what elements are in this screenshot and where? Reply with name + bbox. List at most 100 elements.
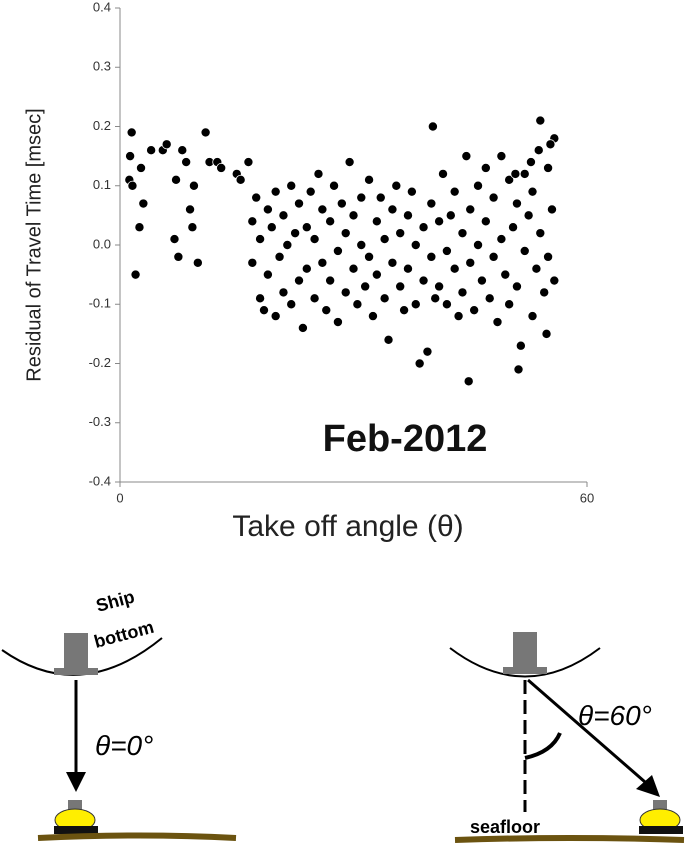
point (329, 180, 340, 191)
point (422, 346, 433, 357)
point (527, 186, 538, 197)
point (169, 234, 180, 245)
point (274, 251, 285, 262)
point (364, 251, 375, 262)
point (255, 234, 266, 245)
point (356, 239, 367, 250)
point (313, 168, 324, 179)
y-tick-label: 0.0 (93, 236, 111, 251)
point (367, 311, 378, 322)
point (286, 299, 297, 310)
point (192, 257, 203, 268)
seafloor-line (37, 832, 237, 841)
point (348, 263, 359, 274)
instrument-base (54, 826, 98, 834)
angle-label: θ=60° (578, 700, 652, 731)
arrow-head (636, 775, 660, 797)
point (465, 257, 476, 268)
point (426, 198, 437, 209)
point (185, 204, 196, 215)
point (126, 127, 137, 138)
x-tick-label: 60 (580, 490, 594, 505)
point (465, 204, 476, 215)
point (332, 245, 343, 256)
point (294, 275, 305, 286)
point (434, 216, 445, 227)
point (535, 115, 546, 126)
point (305, 186, 316, 197)
point (541, 328, 552, 339)
point (508, 222, 519, 233)
diagram-right: θ=60° seafloor (449, 632, 685, 843)
point (418, 275, 429, 286)
point (325, 216, 336, 227)
point (484, 293, 495, 304)
point (426, 251, 437, 262)
x-tick-label: 0 (116, 490, 123, 505)
point (504, 174, 515, 185)
point (251, 192, 262, 203)
point (515, 340, 526, 351)
point (480, 216, 491, 227)
point (410, 239, 421, 250)
point (488, 192, 499, 203)
point (511, 198, 522, 209)
point (533, 145, 544, 156)
y-tick-label: -0.1 (89, 296, 111, 311)
angle-label: θ=0° (95, 730, 153, 761)
point (476, 275, 487, 286)
point (270, 311, 281, 322)
point (247, 216, 258, 227)
ship-label: bottom (92, 617, 156, 652)
point (340, 228, 351, 239)
point (371, 216, 382, 227)
point (473, 180, 484, 191)
point (496, 151, 507, 162)
transducer (64, 633, 88, 673)
angle-arc (524, 732, 562, 760)
transducer (513, 632, 537, 672)
point (402, 210, 413, 221)
point (352, 299, 363, 310)
point (473, 239, 484, 250)
point (488, 251, 499, 262)
point (321, 305, 332, 316)
point (340, 287, 351, 298)
point (519, 168, 530, 179)
point (387, 257, 398, 268)
point (187, 222, 198, 233)
arrow-head (66, 772, 86, 792)
point (379, 293, 390, 304)
point (356, 192, 367, 203)
point (282, 239, 293, 250)
point (391, 180, 402, 191)
point (360, 281, 371, 292)
y-tick-label: 0.3 (93, 59, 111, 74)
point (383, 334, 394, 345)
point (262, 269, 273, 280)
point (434, 281, 445, 292)
point (130, 269, 141, 280)
point (200, 127, 211, 138)
instrument-top (653, 800, 667, 810)
point (258, 305, 269, 316)
point (513, 364, 524, 375)
point (125, 151, 136, 162)
point (449, 263, 460, 274)
point (138, 198, 149, 209)
x-axis-label: Take off angle (θ) (232, 510, 463, 543)
point (525, 157, 536, 168)
seafloor-label: seafloor (470, 817, 540, 837)
point (262, 204, 273, 215)
point (461, 151, 472, 162)
point (297, 322, 308, 333)
point (395, 281, 406, 292)
point (496, 234, 507, 245)
point (545, 139, 556, 150)
point (414, 358, 425, 369)
point (445, 210, 456, 221)
point (519, 245, 530, 256)
point (418, 222, 429, 233)
point (379, 234, 390, 245)
point (188, 180, 199, 191)
